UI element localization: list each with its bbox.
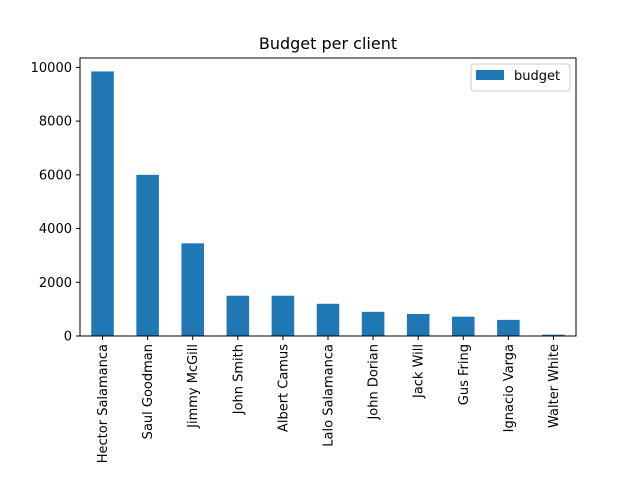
bar-jimmy-mcgill: [181, 243, 204, 336]
x-tick-label: Gus Fring: [457, 344, 472, 405]
bar-jack-will: [406, 313, 430, 336]
x-tick-label: John Dorian: [367, 344, 382, 421]
x-tick-label: Albert Camus: [276, 344, 291, 432]
bar-gus-fring: [452, 316, 475, 336]
plot-frame: [79, 57, 577, 337]
x-tick-label: Jack Will: [412, 344, 427, 399]
y-tick-label: 8000: [39, 115, 72, 130]
chart-title: Budget per client: [259, 34, 397, 53]
x-tick-label: Ignacio Varga: [502, 344, 517, 432]
x-axis-ticks: Hector Salamanca Saul Goodman Jimmy McGill…: [96, 336, 562, 463]
y-tick-label: 6000: [39, 168, 72, 183]
bar-john-dorian: [361, 311, 385, 336]
x-tick-label: Lalo Salamanca: [322, 344, 337, 447]
legend: budget: [470, 63, 571, 92]
x-tick-label: Jimmy McGill: [186, 344, 201, 429]
bar-saul-goodman: [136, 174, 159, 336]
y-tick-label: 10000: [31, 61, 72, 76]
y-tick-label: 2000: [39, 276, 72, 291]
bar-ignacio-varga: [497, 319, 520, 336]
x-tick-label: Saul Goodman: [141, 344, 156, 439]
y-tick-label: 4000: [39, 222, 72, 237]
x-tick-label: Hector Salamanca: [96, 344, 111, 463]
legend-label: budget: [514, 69, 560, 84]
y-axis-ticks: 0 2000 4000 6000 8000 10000: [31, 61, 80, 345]
bar-walter-white: [542, 334, 565, 336]
bar-lalo-salamanca: [316, 303, 340, 336]
x-tick-label: Walter White: [547, 344, 562, 428]
y-tick-label: 0: [64, 330, 72, 345]
x-tick-label: John Smith: [231, 344, 246, 415]
bar-albert-camus: [271, 295, 295, 336]
bar-hector-salamanca: [91, 71, 114, 337]
legend-swatch: [476, 70, 504, 80]
bars-group: [91, 71, 565, 337]
bar-john-smith: [226, 295, 250, 336]
